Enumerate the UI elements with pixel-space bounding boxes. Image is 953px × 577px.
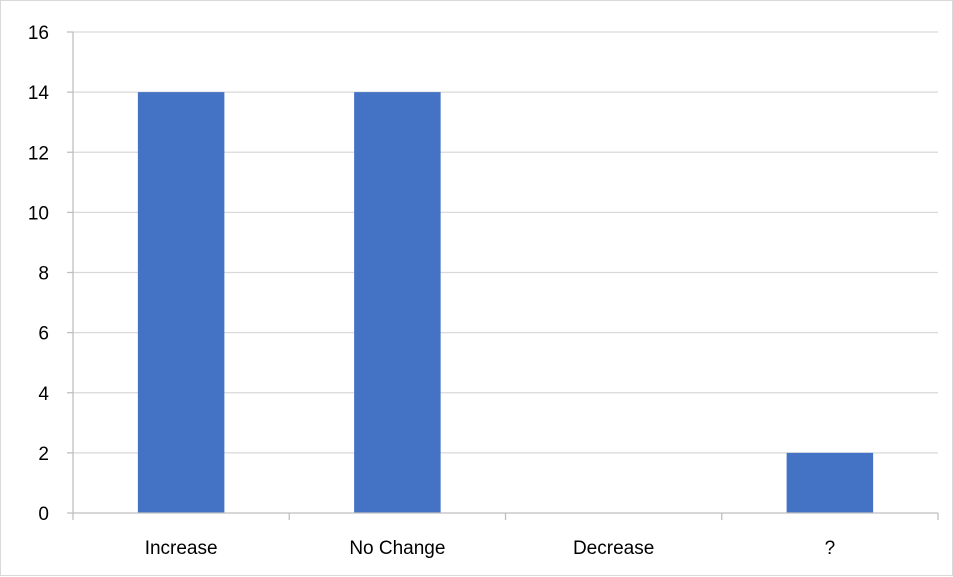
bar-no-change [354, 92, 441, 513]
x-tick-label: No Change [349, 538, 445, 559]
x-tick-label: Increase [145, 538, 218, 559]
y-tick-label: 8 [38, 264, 49, 285]
bars [137, 92, 874, 513]
y-tick-label: 6 [38, 324, 49, 345]
y-tick-label: 12 [28, 143, 49, 164]
bar-increase [137, 92, 225, 513]
x-tick-label: Decrease [573, 538, 654, 559]
y-tick-label: 14 [28, 83, 50, 104]
y-tick-label: 2 [38, 444, 49, 465]
bar- [786, 452, 874, 513]
y-tick-label: 16 [28, 23, 49, 44]
axes [67, 31, 939, 520]
x-tick-label: ? [825, 538, 836, 559]
y-tick-label: 10 [28, 203, 49, 224]
y-tick-label: 0 [38, 504, 49, 525]
y-tick-labels: 0 2 4 6 8 10 12 14 16 [28, 23, 50, 525]
x-tick-labels: Increase No Change Decrease? [145, 538, 835, 559]
y-tick-label: 4 [38, 384, 49, 405]
